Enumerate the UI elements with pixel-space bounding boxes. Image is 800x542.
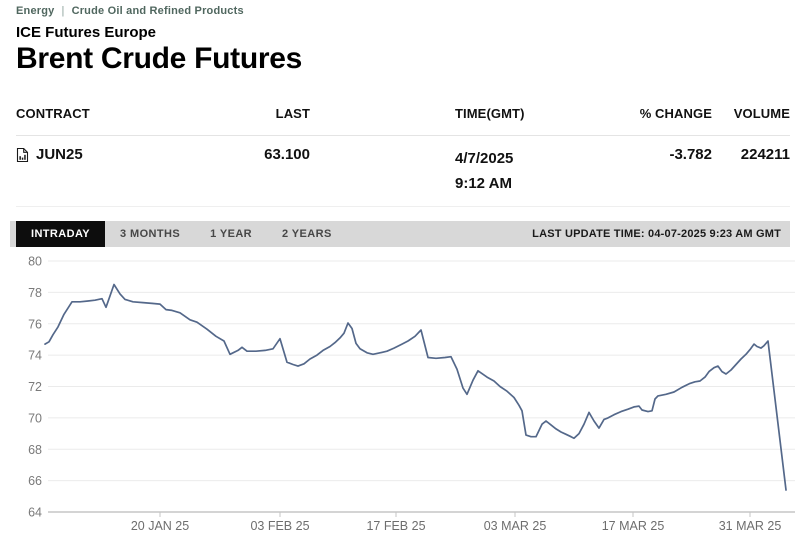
- col-contract: CONTRACT: [16, 106, 90, 121]
- y-tick-label: 72: [28, 380, 42, 394]
- contract-cell[interactable]: JUN25: [16, 146, 166, 163]
- time-clock: 9:12 AM: [455, 175, 512, 192]
- col-pct-change: % CHANGE: [639, 106, 712, 121]
- x-tick-label: 20 JAN 25: [131, 519, 189, 533]
- contract-label: JUN25: [36, 146, 83, 163]
- price-chart: 80 78 76 74 72 70 68 66 64 20 JAN 25 03 FEB 25 17 F…: [0, 247, 800, 542]
- quote-table-header: CONTRACT LAST TIME(GMT) % CHANGE VOLUME: [16, 102, 790, 136]
- y-tick-label: 66: [28, 474, 42, 488]
- y-tick-label: 64: [28, 506, 42, 520]
- price-line: [44, 283, 787, 491]
- y-tick-label: 76: [28, 317, 42, 331]
- x-tick-label: 03 MAR 25: [484, 519, 547, 533]
- breadcrumb: Energy | Crude Oil and Refined Products: [0, 0, 800, 17]
- price-chart-svg: 80 78 76 74 72 70 68 66 64 20 JAN 25 03 FEB 25 17 F…: [28, 255, 795, 533]
- col-last: LAST: [275, 106, 310, 121]
- pct-change-cell: -3.782: [669, 146, 712, 163]
- x-tick-label: 03 FEB 25: [250, 519, 309, 533]
- x-tick-label: 31 MAR 25: [719, 519, 782, 533]
- col-time: TIME(GMT): [455, 106, 525, 121]
- col-volume: VOLUME: [733, 106, 790, 121]
- quote-table: CONTRACT LAST TIME(GMT) % CHANGE VOLUME …: [16, 102, 790, 207]
- y-tick-label: 78: [28, 286, 42, 300]
- time-cell: 4/7/2025 9:12 AM: [310, 146, 571, 196]
- volume-cell: 224211: [740, 146, 790, 163]
- contract-row: JUN25 63.100 4/7/2025 9:12 AM -3.782 224…: [16, 136, 790, 207]
- exchange-label: ICE Futures Europe: [16, 24, 157, 41]
- tab-2-years[interactable]: 2 YEARS: [282, 228, 332, 240]
- range-tabbar: INTRADAY 3 MONTHS 1 YEAR 2 YEARS LAST UP…: [10, 221, 790, 247]
- tab-intraday[interactable]: INTRADAY: [16, 221, 106, 247]
- y-tick-label: 74: [28, 349, 42, 363]
- breadcrumb-section[interactable]: Energy: [16, 5, 55, 17]
- x-tick-label: 17 MAR 25: [602, 519, 665, 533]
- x-tick-label: 17 FEB 25: [366, 519, 425, 533]
- y-tick-label: 68: [28, 443, 42, 457]
- y-tick-label: 70: [28, 411, 42, 425]
- last-update-time: LAST UPDATE TIME: 04-07-2025 9:23 AM GMT: [532, 228, 781, 240]
- page-title: Brent Crude Futures: [16, 42, 302, 75]
- tab-3-months[interactable]: 3 MONTHS: [120, 228, 181, 240]
- chart-document-icon: [16, 147, 29, 162]
- breadcrumb-subsection[interactable]: Crude Oil and Refined Products: [71, 5, 244, 17]
- tab-1-year[interactable]: 1 YEAR: [210, 228, 253, 240]
- breadcrumb-separator: |: [61, 5, 65, 17]
- y-tick-label: 80: [28, 255, 42, 269]
- time-date: 4/7/2025: [455, 150, 514, 167]
- last-price-cell: 63.100: [264, 146, 310, 163]
